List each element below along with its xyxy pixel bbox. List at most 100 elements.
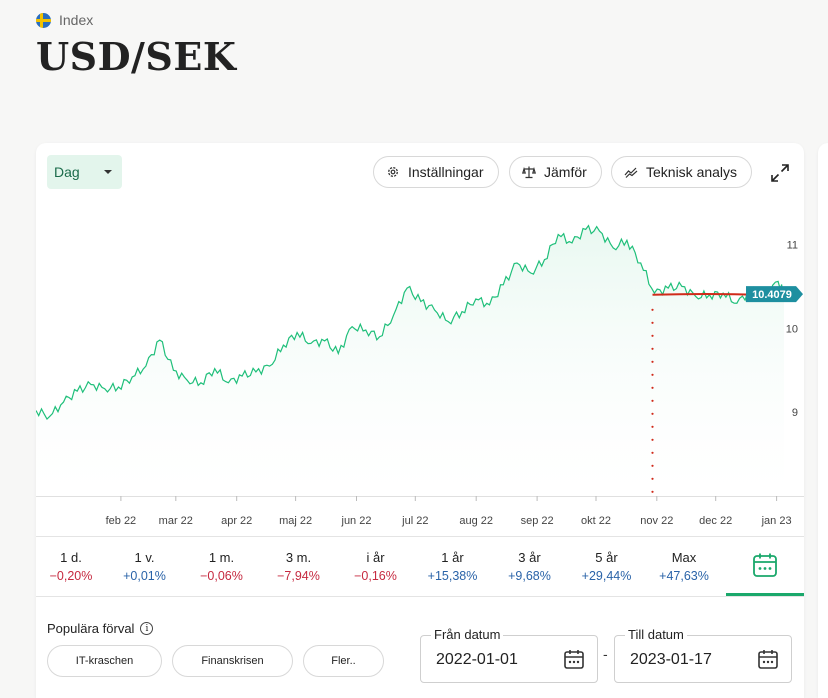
breadcrumb: Index — [36, 12, 236, 28]
return-value: −0,16% — [354, 568, 397, 583]
calendar-icon[interactable] — [563, 648, 585, 670]
side-panel-edge — [818, 143, 828, 698]
marker-dot — [651, 438, 654, 441]
return-value: +9,68% — [508, 568, 551, 583]
return-tab[interactable]: 3 m. −7,94% — [260, 536, 337, 596]
caret-down-icon — [104, 170, 112, 174]
marker-dot — [651, 386, 654, 389]
return-tab[interactable]: 1 år +15,38% — [414, 536, 491, 596]
return-period-label: i år — [366, 549, 385, 565]
sweden-flag-icon — [36, 12, 51, 28]
period-value: Dag — [54, 164, 80, 180]
return-period-label: 3 år — [518, 549, 541, 565]
return-value: −0,06% — [200, 568, 243, 583]
x-tick-label: aug 22 — [459, 515, 493, 527]
period-select[interactable]: Dag — [47, 155, 122, 189]
custom-range-tab[interactable] — [726, 536, 804, 596]
return-tab[interactable]: i år −0,16% — [337, 536, 414, 596]
calendar-icon — [753, 553, 777, 577]
marker-dot — [651, 334, 654, 337]
trend-lines-icon — [624, 167, 638, 178]
marker-dot — [651, 347, 654, 350]
return-period-label: 1 d. — [60, 549, 82, 565]
return-tab[interactable]: 1 v. +0,01% — [106, 536, 183, 596]
marker-dot — [651, 490, 654, 493]
return-period-label: 3 m. — [285, 549, 312, 565]
info-icon[interactable]: i — [140, 622, 154, 635]
x-tick-label: nov 22 — [640, 515, 673, 527]
return-period-label: 1 år — [441, 549, 464, 565]
preset-chip-it-crash[interactable]: IT-kraschen — [47, 645, 162, 677]
return-tab[interactable]: Max +47,63% — [645, 536, 723, 596]
x-tick-label: mar 22 — [159, 515, 193, 527]
return-value: −0,20% — [49, 568, 93, 583]
return-tab[interactable]: 3 år +9,68% — [491, 536, 568, 596]
price-chart[interactable]: 9 10 11 10.4079 feb 22 mar 22 apr 22 maj 22 jun … — [36, 201, 804, 531]
technical-analysis-button[interactable]: Teknisk analys — [611, 156, 753, 188]
chart-card: Dag Inställningar Jämför Teknisk analys … — [36, 143, 804, 698]
from-date-field[interactable]: Från datum 2022-01-01 — [420, 627, 598, 683]
x-tick-label: okt 22 — [581, 515, 611, 527]
gear-icon — [388, 167, 398, 177]
page-title: USD/SEK — [36, 34, 237, 79]
return-value: +15,38% — [427, 568, 478, 583]
current-value-label: 10.4079 — [752, 289, 792, 301]
x-tick-label: jun 22 — [341, 515, 372, 527]
to-date-field[interactable]: Till datum 2023-01-17 — [614, 627, 792, 683]
expand-icon[interactable] — [769, 162, 791, 184]
page-header: Index USD/SEK — [36, 12, 236, 79]
return-period-label: 1 m. — [208, 549, 235, 565]
return-tab[interactable]: 1 d. −0,20% — [36, 536, 106, 596]
return-value: +47,63% — [659, 568, 709, 583]
marker-dot — [651, 412, 654, 415]
price-line — [36, 224, 785, 420]
presets-heading: Populära förval i — [47, 621, 154, 636]
x-tick-label: jul 22 — [401, 515, 428, 527]
from-date-label: Från datum — [431, 627, 504, 642]
y-tick-label: 9 — [792, 407, 798, 419]
preset-chip-financial-crisis[interactable]: Finanskrisen — [172, 645, 293, 677]
return-tab[interactable]: 5 år +29,44% — [568, 536, 645, 596]
compare-label: Jämför — [544, 164, 587, 180]
marker-dot — [651, 425, 654, 428]
x-tick-label: sep 22 — [521, 515, 554, 527]
settings-label: Inställningar — [408, 164, 484, 180]
return-period-label: Max — [671, 549, 697, 565]
presets-label: Populära förval — [47, 621, 135, 636]
return-tab[interactable]: 1 m. −0,06% — [183, 536, 260, 596]
category-label[interactable]: Index — [59, 12, 94, 28]
marker-dot — [651, 399, 654, 402]
y-tick-label: 10 — [786, 323, 798, 335]
marker-dot — [651, 360, 654, 363]
divider — [36, 596, 804, 597]
date-range-separator: - — [603, 646, 608, 662]
preset-chip-more[interactable]: Fler.. — [303, 645, 384, 677]
calendar-icon[interactable] — [757, 648, 779, 670]
scale-icon — [522, 166, 536, 179]
return-value: +29,44% — [581, 568, 632, 583]
x-tick-label: dec 22 — [699, 515, 732, 527]
x-tick-label: apr 22 — [221, 515, 252, 527]
x-tick-label: feb 22 — [106, 515, 137, 527]
marker-dot — [651, 464, 654, 467]
marker-dot — [651, 321, 654, 324]
from-date-value[interactable]: 2022-01-01 — [436, 651, 518, 668]
price-area — [36, 225, 784, 496]
to-date-value[interactable]: 2023-01-17 — [630, 651, 712, 668]
y-tick-label: 11 — [787, 240, 798, 252]
technical-analysis-label: Teknisk analys — [646, 164, 738, 180]
divider — [36, 536, 804, 537]
return-period-label: 1 v. — [134, 549, 155, 565]
settings-button[interactable]: Inställningar — [373, 156, 499, 188]
x-tick-label: maj 22 — [279, 515, 312, 527]
compare-button[interactable]: Jämför — [509, 156, 602, 188]
x-tick-label: jan 23 — [761, 515, 792, 527]
return-value: −7,94% — [277, 568, 320, 583]
current-value-badge — [746, 286, 803, 303]
marker-dot — [651, 451, 654, 454]
marker-dot — [651, 308, 654, 311]
returns-tabs: 1 d. −0,20% 1 v. +0,01% 1 m. −0,06% 3 m. −7,94%… — [36, 536, 804, 596]
marker-dot — [651, 477, 654, 480]
to-date-label: Till datum — [625, 627, 687, 642]
return-value: +0,01% — [123, 568, 166, 583]
